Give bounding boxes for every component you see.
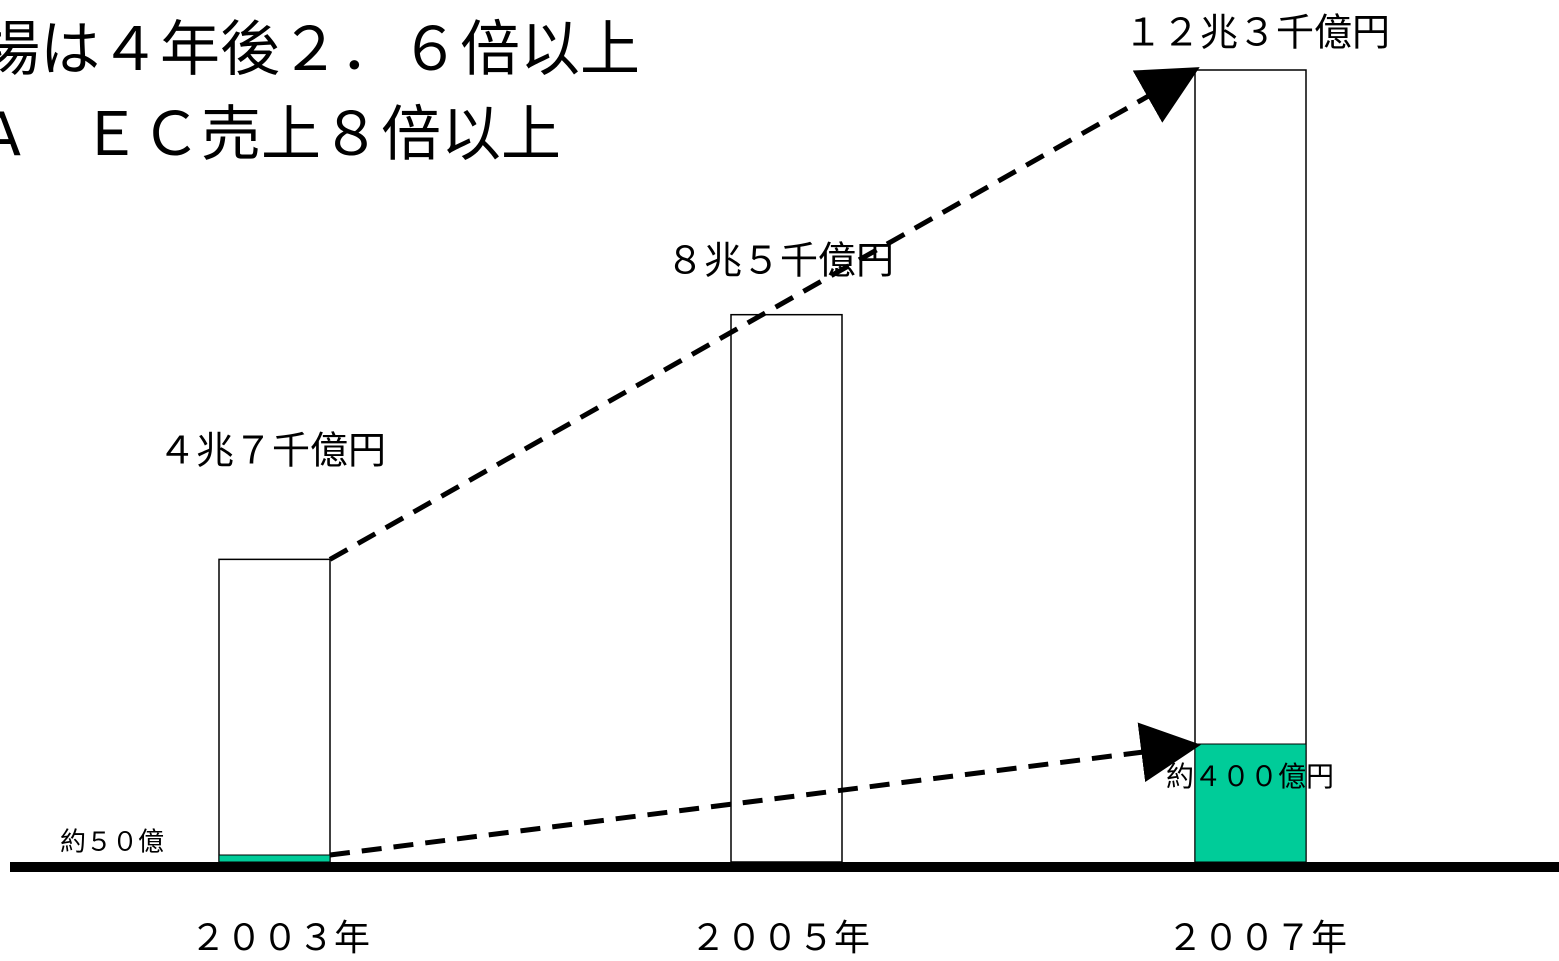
ec-value-label-2: 約４００億円 [1166,760,1334,793]
bar-total-0 [218,558,331,863]
total-growth-arrow [328,67,1200,562]
ec-value-label-0: 約５０億 [60,828,164,858]
category-label-1: ２００５年 [690,918,870,959]
bar-total-1 [730,313,843,863]
headline-line-2: A ＥＣ売上８倍以上 [0,100,562,170]
total-value-label-0: ４兆７千億円 [158,429,386,473]
bar-ec-0 [218,854,331,863]
total-value-label-2: １２兆３千億円 [1124,11,1390,55]
category-label-2: ２００７年 [1167,918,1347,959]
ec-growth-arrow [329,722,1201,858]
category-label-0: ２００３年 [190,918,370,959]
bar-total-2 [1194,69,1307,863]
headline-line-1: 場は４年後２．６倍以上 [0,15,640,85]
total-value-label-1: ８兆５千億円 [666,239,894,283]
